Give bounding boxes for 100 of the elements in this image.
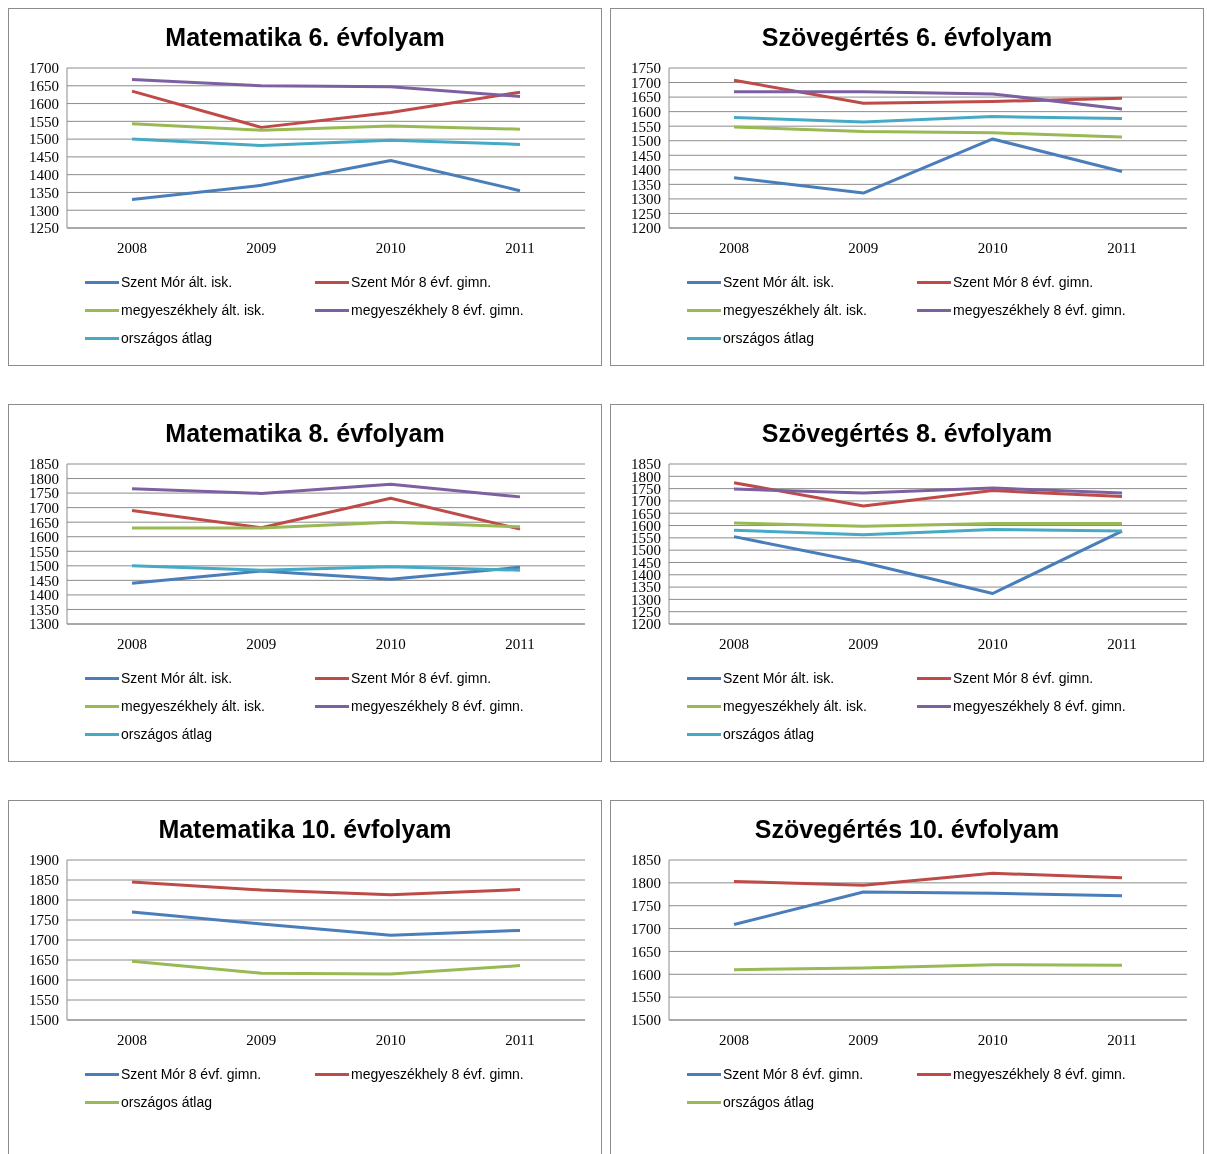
y-tick-label: 1700: [29, 932, 59, 949]
x-tick-label: 2010: [375, 239, 406, 256]
x-tick-label: 2008: [117, 635, 147, 652]
chart-title: Matematika 6. évfolyam: [164, 23, 446, 52]
x-tick-label: 2011: [1107, 239, 1137, 256]
x-tick-label: 2009: [848, 635, 879, 652]
line-series: [130, 496, 522, 531]
y-tick-label: 1850: [631, 852, 661, 869]
x-tick-label: 2011: [505, 1031, 535, 1048]
y-tick-label: 1250: [631, 205, 661, 222]
legend-label: Szent Mór ált. isk.: [723, 670, 835, 686]
y-tick-label: 1200: [631, 616, 661, 633]
legend-label: Szent Mór 8 évf. gimn.: [351, 274, 492, 290]
x-tick-label: 2008: [117, 239, 147, 256]
legend-label: országos átlag: [121, 1094, 213, 1110]
legend-label: megyeszékhely ált. isk.: [723, 698, 867, 714]
legend-label: megyeszékhely 8 évf. gimn.: [953, 698, 1126, 714]
y-tick-label: 1550: [29, 113, 59, 130]
line-series: [130, 959, 522, 976]
chart-title: Szövegértés 6. évfolyam: [760, 23, 1054, 52]
legend-label: Szent Mór ált. isk.: [723, 274, 835, 290]
y-tick-label: 1400: [29, 166, 59, 183]
legend-label: Szent Mór 8 évf. gimn.: [351, 670, 492, 686]
x-tick-label: 2009: [848, 1031, 879, 1048]
y-tick-label: 1300: [29, 202, 59, 219]
x-tick-label: 2010: [977, 635, 1008, 652]
x-tick-label: 2011: [505, 635, 535, 652]
y-tick-label: 1400: [29, 587, 59, 604]
line-series: [130, 910, 522, 937]
y-tick-label: 1600: [631, 103, 661, 120]
legend-label: megyeszékhely 8 évf. gimn.: [953, 302, 1126, 318]
y-tick-label: 1700: [29, 499, 59, 516]
y-tick-label: 1750: [29, 485, 59, 502]
legend-label: megyeszékhely ált. isk.: [723, 302, 867, 318]
y-tick-label: 1300: [29, 616, 59, 633]
chart-title: Szövegértés 10. évfolyam: [753, 815, 1061, 844]
y-tick-label: 1600: [631, 966, 661, 983]
x-tick-label: 2011: [505, 239, 535, 256]
y-tick-label: 1350: [29, 601, 59, 618]
y-tick-label: 1750: [631, 898, 661, 915]
legend-label: Szent Mór 8 évf. gimn.: [723, 1066, 864, 1082]
y-tick-label: 1550: [29, 992, 59, 1009]
y-tick-label: 1300: [631, 191, 661, 208]
y-tick-label: 1600: [29, 529, 59, 546]
line-series: [130, 137, 522, 148]
chart-title: Szövegértés 8. évfolyam: [760, 419, 1054, 448]
legend-label: országos átlag: [723, 726, 815, 742]
x-tick-label: 2010: [977, 1031, 1008, 1048]
y-tick-label: 1500: [29, 558, 59, 575]
legend-label: Szent Mór ált. isk.: [121, 670, 233, 686]
x-tick-label: 2010: [375, 635, 406, 652]
line-series: [732, 137, 1124, 195]
y-tick-label: 1650: [631, 943, 661, 960]
x-tick-label: 2009: [246, 635, 277, 652]
x-tick-label: 2011: [1107, 635, 1137, 652]
y-tick-label: 1250: [29, 220, 59, 237]
line-series: [130, 482, 522, 499]
y-tick-label: 1800: [631, 875, 661, 892]
y-tick-label: 1700: [29, 60, 59, 77]
legend-label: országos átlag: [121, 330, 213, 346]
x-tick-label: 2010: [977, 239, 1008, 256]
y-tick-label: 1550: [631, 118, 661, 135]
y-tick-label: 1600: [29, 972, 59, 989]
legend-label: megyeszékhely 8 évf. gimn.: [351, 302, 524, 318]
y-tick-label: 1750: [631, 60, 661, 77]
y-tick-label: 1650: [29, 78, 59, 95]
y-tick-label: 1350: [631, 176, 661, 193]
line-series: [130, 77, 522, 98]
line-series: [732, 529, 1124, 595]
line-series: [130, 89, 522, 129]
y-tick-label: 1200: [631, 220, 661, 237]
y-tick-label: 1450: [29, 572, 59, 589]
legend-label: Szent Mór ált. isk.: [121, 274, 233, 290]
x-tick-label: 2009: [246, 239, 277, 256]
x-tick-label: 2008: [719, 635, 749, 652]
x-tick-label: 2010: [375, 1031, 406, 1048]
legend-label: megyeszékhely ált. isk.: [121, 698, 265, 714]
chart-title: Matematika 10. évfolyam: [157, 815, 453, 844]
line-series: [732, 481, 1124, 508]
y-tick-label: 1650: [29, 952, 59, 969]
y-tick-label: 1450: [631, 147, 661, 164]
line-series: [130, 880, 522, 897]
legend-label: Szent Mór 8 évf. gimn.: [953, 274, 1094, 290]
legend-label: országos átlag: [723, 330, 815, 346]
legend-label: Szent Mór 8 évf. gimn.: [121, 1066, 262, 1082]
y-tick-label: 1500: [631, 133, 661, 150]
chart-title: Matematika 8. évfolyam: [164, 419, 446, 448]
y-tick-label: 1550: [631, 989, 661, 1006]
y-tick-label: 1900: [29, 852, 59, 869]
y-tick-label: 1850: [29, 872, 59, 889]
legend-label: országos átlag: [121, 726, 213, 742]
legend-label: Szent Mór 8 évf. gimn.: [953, 670, 1094, 686]
y-tick-label: 1550: [29, 543, 59, 560]
x-tick-label: 2008: [117, 1031, 147, 1048]
y-tick-label: 1800: [29, 470, 59, 487]
y-tick-label: 1700: [631, 920, 661, 937]
y-tick-label: 1750: [29, 912, 59, 929]
legend-label: megyeszékhely 8 évf. gimn.: [351, 1066, 524, 1082]
y-tick-label: 1450: [29, 149, 59, 166]
line-series: [732, 890, 1124, 926]
